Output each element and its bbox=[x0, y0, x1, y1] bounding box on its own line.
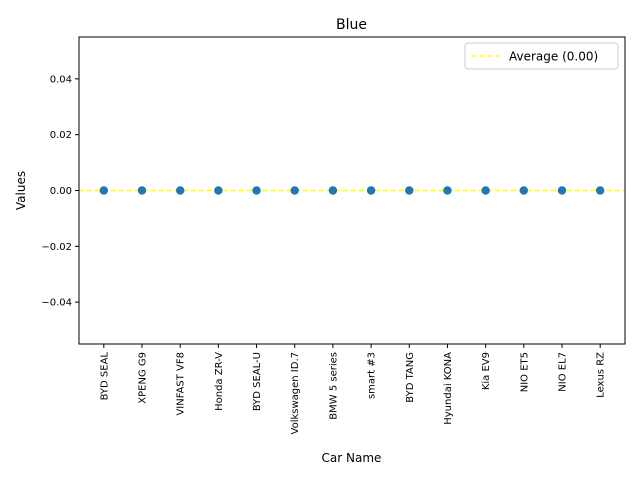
x-tick-label: BYD SEAL-U bbox=[252, 352, 263, 411]
axes-frame bbox=[78, 36, 626, 345]
data-point bbox=[214, 186, 223, 195]
data-point bbox=[175, 186, 185, 195]
y-tick-label: 0.02 bbox=[50, 130, 72, 141]
x-tick-label: Volkswagen ID.7 bbox=[290, 352, 301, 434]
data-point bbox=[443, 186, 452, 195]
y-tick-label: 0.04 bbox=[50, 74, 72, 85]
x-tick-label: BMW 5 series bbox=[328, 352, 339, 420]
y-axis: −0.04 −0.02 0.00 0.02 0.04 bbox=[41, 74, 79, 309]
data-point bbox=[481, 186, 490, 195]
data-point bbox=[328, 186, 338, 195]
data-point bbox=[252, 186, 261, 195]
y-tick-label: −0.02 bbox=[41, 242, 72, 253]
data-point bbox=[99, 186, 109, 195]
x-tick-label: BYD SEAL bbox=[99, 352, 110, 401]
chart-title: Blue bbox=[336, 17, 367, 33]
data-point bbox=[366, 186, 376, 195]
x-tick-label: Hyundai KONA bbox=[443, 352, 454, 425]
data-point bbox=[519, 186, 529, 195]
x-tick-label: Honda ZR-V bbox=[214, 352, 225, 411]
legend-box bbox=[464, 42, 619, 70]
legend-average-label: Average (0.00) bbox=[509, 50, 598, 64]
data-point bbox=[290, 186, 299, 195]
y-tick-label: −0.04 bbox=[41, 298, 72, 309]
data-point bbox=[595, 186, 605, 195]
x-tick-label: smart #3 bbox=[367, 352, 378, 399]
x-tick-label: XPENG G9 bbox=[138, 352, 149, 404]
x-tick-label: Kia EV9 bbox=[481, 352, 492, 390]
x-tick-label: NIO ET5 bbox=[519, 352, 530, 392]
y-tick-label: 0.00 bbox=[50, 186, 72, 197]
data-point bbox=[557, 186, 567, 195]
data-point bbox=[137, 186, 147, 195]
x-tick-label: Lexus RZ bbox=[596, 352, 607, 398]
x-tick-label: BYD TANG bbox=[405, 352, 416, 403]
y-axis-title: Values bbox=[14, 171, 28, 210]
x-axis: BYD SEAL XPENG G9 VINFAST VF8 Honda ZR-V BYD… bbox=[99, 344, 607, 434]
x-tick-label: VINFAST VF8 bbox=[176, 352, 187, 416]
plot-area bbox=[79, 186, 625, 195]
x-tick-label: NIO EL7 bbox=[558, 352, 569, 392]
legend: Average (0.00) bbox=[464, 42, 619, 70]
data-point bbox=[405, 186, 414, 195]
x-axis-title: Car Name bbox=[322, 451, 382, 465]
